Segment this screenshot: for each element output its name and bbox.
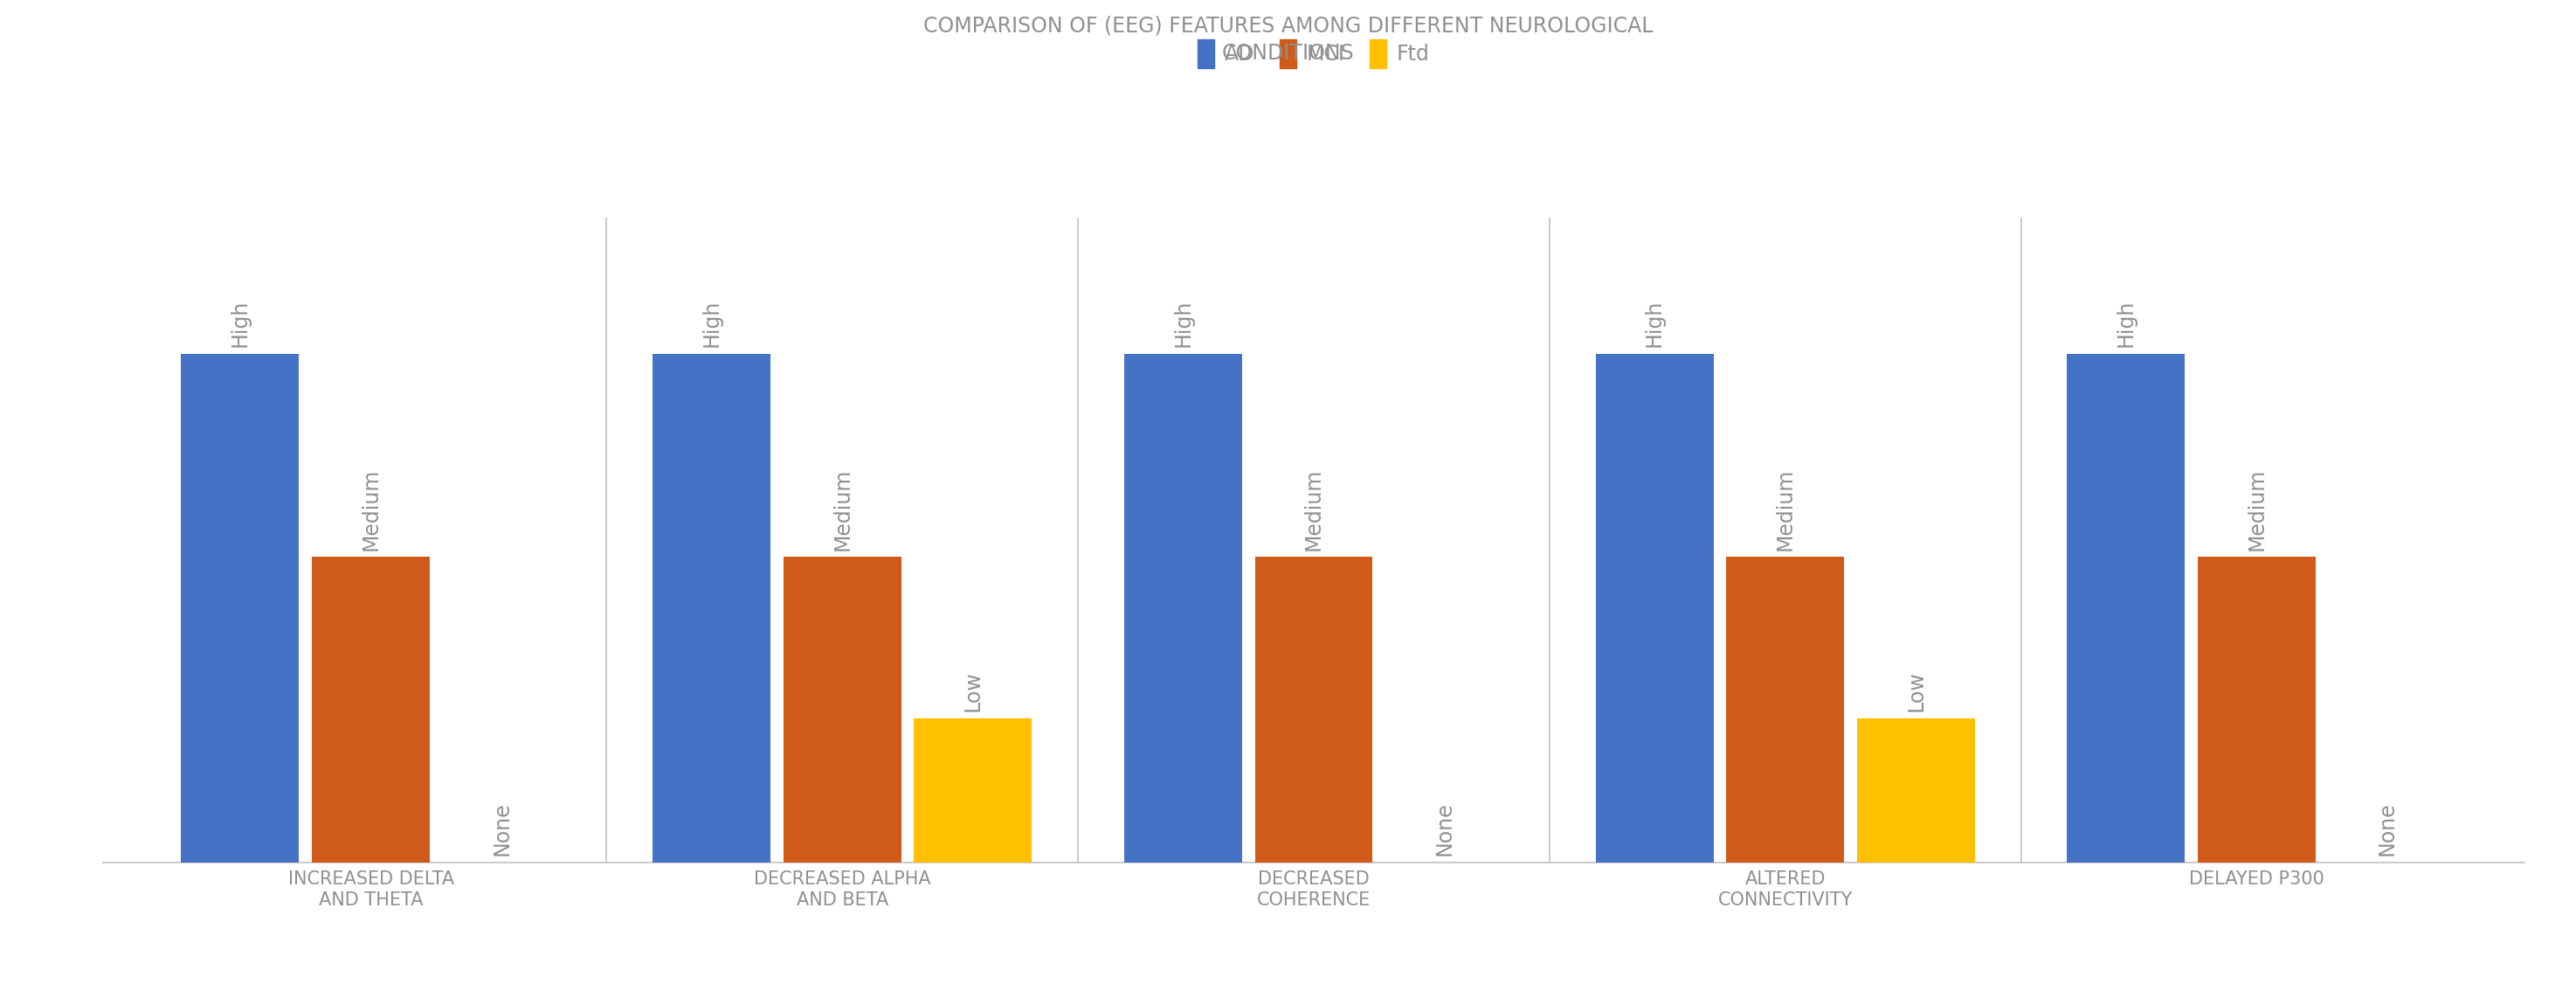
- Bar: [1123, 354, 1242, 862]
- Text: Medium: Medium: [1775, 468, 1795, 550]
- Text: None: None: [2378, 802, 2398, 855]
- Text: High: High: [2115, 299, 2136, 347]
- Text: High: High: [1172, 299, 1193, 347]
- Bar: [652, 354, 770, 862]
- Bar: [312, 557, 430, 862]
- Bar: [2066, 354, 2184, 862]
- Text: Low: Low: [963, 671, 984, 712]
- Bar: [2197, 557, 2316, 862]
- Text: None: None: [1435, 802, 1455, 855]
- Bar: [914, 718, 1033, 862]
- Text: None: None: [492, 802, 513, 855]
- Bar: [1726, 557, 1844, 862]
- Text: High: High: [1643, 299, 1664, 347]
- Text: Medium: Medium: [832, 468, 853, 550]
- Text: Medium: Medium: [1303, 468, 1324, 550]
- Bar: [1595, 354, 1713, 862]
- Text: COMPARISON OF (EEG) FEATURES AMONG DIFFERENT NEUROLOGICAL
CONDITIONS: COMPARISON OF (EEG) FEATURES AMONG DIFFE…: [922, 15, 1654, 63]
- Text: High: High: [229, 299, 250, 347]
- Bar: [1857, 718, 1976, 862]
- Bar: [180, 354, 299, 862]
- Text: Medium: Medium: [2246, 468, 2267, 550]
- Legend: AD, MCI, Ftd: AD, MCI, Ftd: [1188, 29, 1440, 78]
- Text: Low: Low: [1906, 671, 1927, 712]
- Text: Medium: Medium: [361, 468, 381, 550]
- Bar: [1255, 557, 1373, 862]
- Bar: [783, 557, 902, 862]
- Text: High: High: [701, 299, 721, 347]
